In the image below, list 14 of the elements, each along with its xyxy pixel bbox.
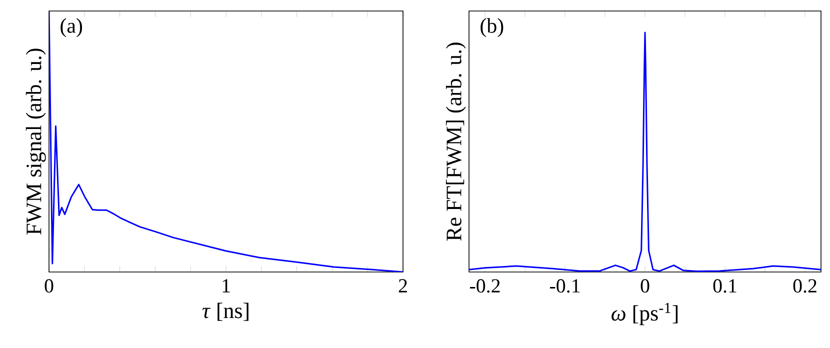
x-tick-label: 0 [44, 279, 54, 293]
annotation: (a) [60, 18, 82, 38]
x-tick-label: -0.1 [550, 279, 580, 293]
x-tick-label: -0.2 [470, 279, 500, 293]
x-tick-label: 0 [640, 279, 650, 293]
annotation: (b) [480, 18, 504, 38]
x-axis-title: τ [ns] [202, 302, 248, 321]
x-tick-label: 0.1 [713, 279, 736, 293]
x-axis-title: ω [ps$^{-1}$] [612, 302, 678, 326]
x-tick-label: 2 [398, 279, 407, 292]
y-axis-title: Re FT[FWM] (arb. u.) [446, 42, 466, 241]
y-axis-title: FWM signal (arb. u.) [26, 48, 46, 235]
x-tick-label: 1 [222, 279, 230, 292]
x-tick-label: 0.2 [793, 279, 816, 293]
